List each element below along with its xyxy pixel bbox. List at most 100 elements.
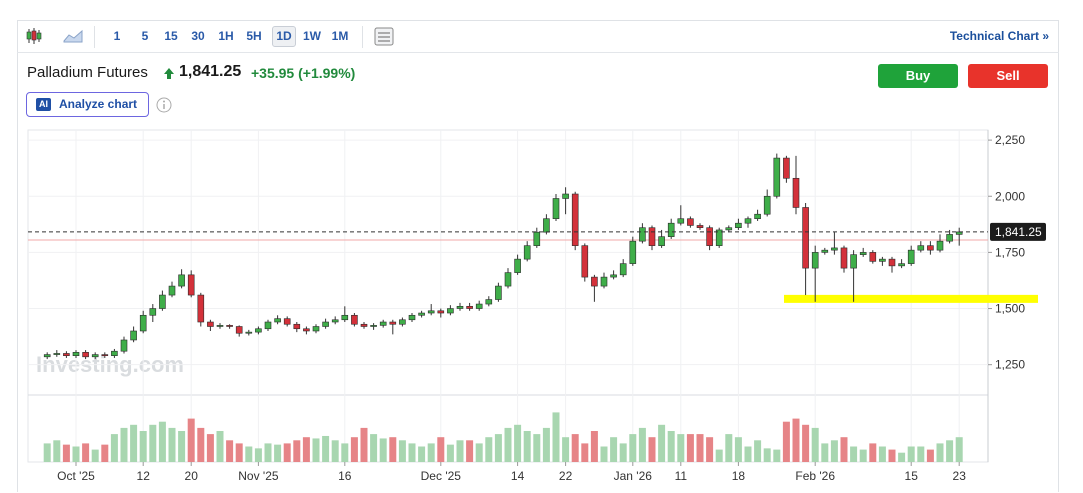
interval-button[interactable]: 1W: [303, 29, 321, 43]
volume-bar: [158, 421, 166, 462]
volume-bar: [610, 437, 618, 462]
candle-body: [63, 353, 70, 356]
candle-body: [581, 245, 589, 278]
volume-bar: [830, 440, 838, 462]
analyze-label: Analyze chart: [59, 97, 138, 111]
candle-body: [917, 245, 925, 251]
volume-bar: [91, 449, 99, 462]
candle-body: [706, 227, 713, 246]
volume-bar: [437, 437, 445, 462]
buy-button[interactable]: Buy: [878, 64, 958, 88]
volume-bar: [389, 437, 397, 462]
candle-body: [562, 193, 569, 199]
volume-bar: [187, 418, 195, 462]
area-icon[interactable]: [63, 29, 83, 43]
volume-bar: [216, 431, 224, 462]
candle-body: [159, 294, 166, 309]
candle-body: [91, 354, 99, 358]
volume-bar: [72, 446, 80, 462]
info-icon[interactable]: [156, 97, 172, 113]
interval-button[interactable]: 1D: [272, 26, 296, 47]
interval-button[interactable]: 1M: [331, 29, 349, 43]
volume-bar: [821, 443, 829, 462]
candle-body: [619, 263, 627, 276]
volume-bar: [619, 443, 627, 462]
candle-body: [255, 328, 262, 333]
volume-bar: [494, 434, 502, 462]
volume-bar: [235, 443, 243, 462]
volume-bar: [226, 440, 234, 462]
candle-body: [859, 252, 867, 255]
volume-bar: [955, 437, 963, 462]
candle-body: [53, 353, 61, 355]
settings-icon[interactable]: [374, 27, 394, 46]
candle-body: [437, 310, 445, 314]
technical-chart-link[interactable]: Technical Chart »: [949, 29, 1049, 43]
analyze-chart-button[interactable]: AI Analyze chart: [26, 92, 149, 117]
interval-button[interactable]: 15: [164, 29, 178, 43]
volume-bar: [811, 427, 819, 462]
volume-bar: [859, 449, 867, 462]
interval-button[interactable]: 1: [113, 29, 121, 43]
candle-body: [850, 254, 857, 269]
volume-bar: [734, 437, 742, 462]
x-tick-label: Dec '25: [421, 469, 462, 483]
candle-body: [293, 323, 301, 330]
candle-body: [351, 314, 358, 325]
volume-bar: [725, 434, 733, 462]
volume-bar: [245, 446, 253, 462]
candle-body: [687, 218, 694, 226]
volume-bar: [706, 437, 714, 462]
candle-body: [149, 308, 157, 316]
candle-body: [571, 193, 579, 246]
volume-bar: [130, 424, 138, 462]
volume-bar: [446, 444, 454, 462]
volume-bar: [571, 434, 579, 462]
candle-icon[interactable]: [25, 27, 43, 45]
volume-bar: [331, 440, 339, 462]
interval-button[interactable]: 1H: [218, 29, 234, 43]
volume-bar: [754, 440, 762, 462]
volume-bar: [629, 434, 637, 462]
separator: [94, 26, 95, 48]
candle-body: [946, 234, 953, 242]
candle-body: [591, 276, 598, 287]
candle-body: [927, 245, 934, 251]
volume-bar: [696, 434, 704, 462]
x-tick-label: 18: [732, 469, 746, 483]
candle-body: [379, 321, 387, 326]
candle-body: [648, 227, 656, 246]
volume-bar: [341, 443, 349, 462]
volume-bar: [782, 421, 790, 462]
x-tick-label: Oct '25: [57, 469, 95, 483]
volume-bar: [926, 449, 934, 462]
volume-bar: [274, 444, 282, 462]
interval-button[interactable]: 5H: [246, 29, 262, 43]
candle-body: [639, 227, 646, 242]
candle-body: [523, 245, 531, 260]
volume-bar: [600, 446, 608, 462]
candle-body: [783, 157, 790, 179]
x-tick-label: 14: [511, 469, 525, 483]
volume-bar: [168, 427, 176, 462]
candle-body: [399, 319, 406, 325]
candle-body: [456, 305, 464, 309]
volume-bar: [773, 449, 781, 462]
sell-button[interactable]: Sell: [968, 64, 1048, 88]
candle-body: [331, 319, 339, 323]
interval-button[interactable]: 30: [191, 29, 205, 43]
candle-body: [168, 285, 176, 296]
candle-body: [418, 312, 425, 316]
candle-body: [773, 157, 781, 197]
candle-body: [677, 218, 685, 224]
interval-button[interactable]: 5: [141, 29, 149, 43]
x-tick-label: 15: [905, 469, 919, 483]
volume-bar: [206, 434, 214, 462]
candle-body: [658, 236, 665, 246]
x-tick-label: 22: [559, 469, 573, 483]
up-arrow: [164, 68, 174, 79]
candle-body: [216, 325, 224, 327]
ai-badge: AI: [36, 98, 51, 111]
candle-body: [495, 285, 502, 300]
